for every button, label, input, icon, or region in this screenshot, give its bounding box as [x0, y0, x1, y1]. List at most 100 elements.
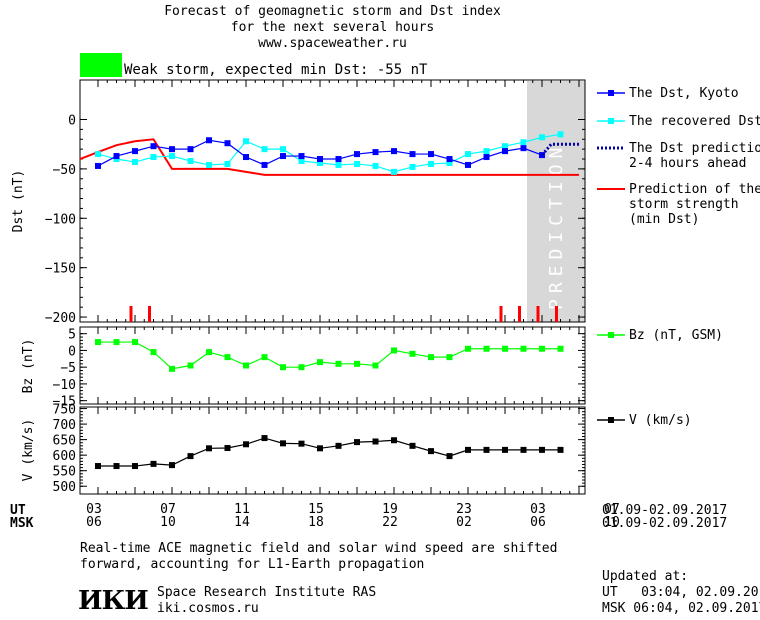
- footer-note-line-1: Real-time ACE magnetic field and solar w…: [80, 541, 558, 556]
- bz-point: [224, 354, 231, 361]
- y-tick-label: −100: [45, 212, 76, 227]
- recovered-dst-point: [557, 131, 564, 138]
- bz-point: [280, 364, 286, 371]
- solar-wind-speed-point: [298, 440, 305, 447]
- dst-kyoto-point: [95, 162, 101, 169]
- recovered-dst-point: [502, 143, 508, 150]
- y-tick-label: 550: [53, 465, 76, 480]
- msk-date-range: 01.09-02.09.2017: [602, 516, 728, 531]
- legend-label: Bz (nT, GSM): [629, 328, 723, 343]
- msk-tick-label: 02: [456, 515, 472, 530]
- recovered-dst-point: [372, 162, 379, 169]
- ut-tick-label: 15: [308, 502, 324, 517]
- panel-frame: [79, 326, 586, 405]
- dst-kyoto-point: [224, 140, 231, 147]
- ut-tick-label: 23: [456, 502, 472, 517]
- y-tick-label: 500: [53, 480, 76, 495]
- recovered-dst-point: [465, 151, 471, 158]
- dst-kyoto-point: [372, 149, 379, 156]
- legend-marker: [608, 417, 614, 423]
- recovered-dst-line: [97, 133, 561, 173]
- bz-point: [298, 364, 305, 371]
- solar-wind-speed-point: [557, 446, 564, 453]
- solar-wind-speed-point: [428, 448, 434, 455]
- y-axis-label: Bz (nT): [21, 339, 36, 394]
- recovered-dst-point: [446, 159, 453, 166]
- solar-wind-speed-point: [95, 463, 101, 470]
- bz-point: [261, 354, 268, 361]
- recovered-dst-point: [409, 163, 416, 170]
- bz-point: [95, 339, 101, 346]
- y-tick-label: −5: [60, 361, 76, 376]
- solar-wind-speed-point: [132, 463, 138, 470]
- solar-wind-speed-point: [483, 446, 490, 453]
- solar-wind-speed-point: [261, 435, 268, 442]
- bz-point: [391, 347, 397, 354]
- recovered-dst-point: [187, 157, 194, 164]
- bz-point: [206, 349, 212, 356]
- y-tick-label: 0: [68, 114, 76, 129]
- recovered-dst-point: [335, 161, 342, 168]
- msk-tick-label: 14: [234, 515, 250, 530]
- solar-wind-speed-point: [113, 463, 120, 470]
- msk-tick-label: 22: [382, 515, 398, 530]
- recovered-dst-point: [150, 154, 157, 161]
- dst-kyoto-point: [428, 151, 434, 158]
- bz-point: [428, 354, 434, 361]
- legend-label: V (km/s): [629, 413, 692, 428]
- solar-wind-speed-point: [372, 438, 379, 445]
- msk-tick-label: 06: [86, 515, 102, 530]
- recovered-dst-point: [280, 146, 286, 153]
- bz-point: [243, 362, 249, 369]
- dst-kyoto-point: [261, 161, 268, 168]
- recovered-dst-point: [539, 134, 545, 141]
- y-axis-label: Dst (nT): [11, 170, 26, 233]
- dst-kyoto-point: [317, 156, 323, 163]
- recovered-dst-point: [317, 159, 323, 166]
- legend-marker: [608, 118, 614, 124]
- solar-wind-speed-point: [150, 460, 157, 467]
- solar-wind-speed-point: [224, 445, 231, 452]
- dst-kyoto-point: [335, 156, 342, 163]
- solar-wind-speed-point: [520, 446, 527, 453]
- iki-logo: ИКИ: [78, 586, 149, 616]
- dst-kyoto-point: [113, 153, 120, 160]
- ut-tick-label: 07: [604, 502, 620, 517]
- y-tick-label: 700: [53, 418, 76, 433]
- dst-kyoto-point: [446, 156, 453, 163]
- solar-wind-speed-point: [335, 442, 342, 449]
- chart-title-line-1: Forecast of geomagnetic storm and Dst in…: [164, 4, 501, 19]
- dst-prediction-line: [540, 142, 579, 157]
- prediction-label: PREDICTION: [546, 142, 567, 310]
- chart-title-line-2: for the next several hours: [230, 20, 435, 35]
- dst-kyoto-point: [243, 154, 249, 161]
- bz-point: [169, 365, 175, 372]
- recovered-dst-point: [391, 168, 397, 175]
- recovered-dst-point: [428, 160, 434, 167]
- storm-status-text: Weak storm, expected min Dst: -55 nT: [124, 62, 428, 78]
- dst-kyoto-point: [206, 137, 212, 144]
- institute-link[interactable]: iki.cosmos.ru: [157, 601, 259, 616]
- dst-kyoto-point: [187, 146, 194, 153]
- solar-wind-speed-point: [169, 462, 175, 469]
- bz-point: [557, 345, 564, 352]
- legend-label: (min Dst): [629, 212, 699, 227]
- legend-label: The recovered Dst: [629, 114, 760, 129]
- y-axis-label: V (km/s): [21, 419, 36, 482]
- solar-wind-speed-point: [465, 446, 471, 453]
- legend-label: storm strength: [629, 197, 739, 212]
- legend-marker: [608, 332, 614, 338]
- solar-wind-speed-point: [446, 453, 453, 460]
- msk-tick-label: 06: [530, 515, 546, 530]
- bz-point: [465, 345, 471, 352]
- msk-axis-label: MSK: [10, 516, 34, 531]
- chart-title-url: www.spaceweather.ru: [258, 36, 407, 51]
- recovered-dst-point: [95, 151, 101, 158]
- recovered-dst-point: [520, 139, 527, 146]
- ut-date-range: 01.09-02.09.2017: [602, 503, 728, 518]
- bz-point: [132, 339, 138, 346]
- recovered-dst-point: [224, 160, 231, 167]
- ut-tick-label: 03: [530, 502, 546, 517]
- solar-wind-speed-line: [98, 437, 561, 467]
